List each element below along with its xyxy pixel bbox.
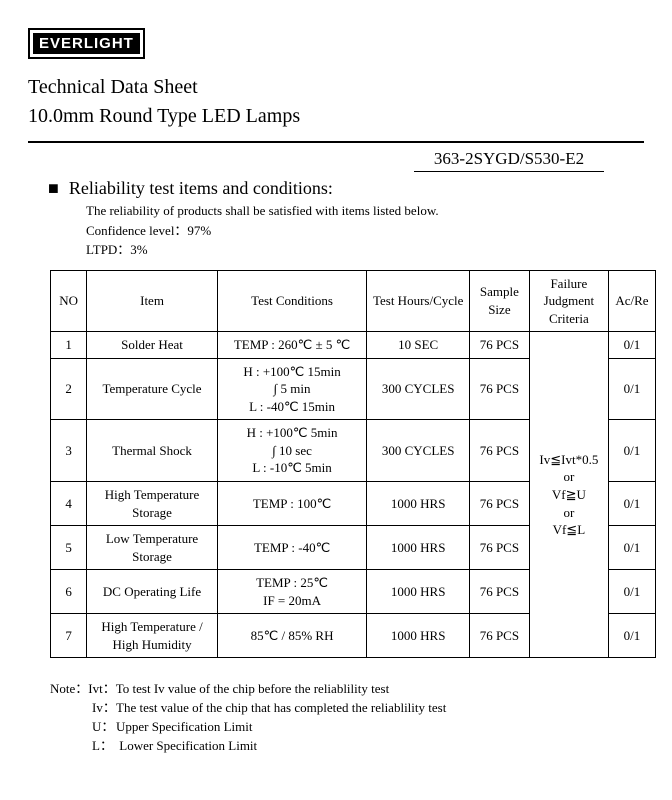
cell-sample: 76 PCS bbox=[469, 570, 529, 614]
cell-cond: TEMP : 260℃ ± 5 ℃ bbox=[217, 332, 367, 359]
cell-no: 7 bbox=[51, 614, 87, 658]
criteria-l3: Vf≧U bbox=[552, 487, 586, 502]
cell-cond: H : +100℃ 5min ∫ 10 sec L : -10℃ 5min bbox=[217, 420, 367, 482]
criteria-l1: Iv≦Ivt*0.5 bbox=[539, 452, 598, 467]
criteria-l2: or bbox=[563, 469, 574, 484]
note-txt-iv: The test value of the chip that has comp… bbox=[116, 700, 446, 715]
cell-hours: 10 SEC bbox=[367, 332, 470, 359]
cell-acre: 0/1 bbox=[608, 526, 655, 570]
cell-item: DC Operating Life bbox=[87, 570, 217, 614]
cell-item: Thermal Shock bbox=[87, 420, 217, 482]
cell-hours: 300 CYCLES bbox=[367, 358, 470, 420]
section-sub3: LTPD：3% bbox=[86, 240, 644, 260]
criteria-l4: or bbox=[563, 505, 574, 520]
cell-sample: 76 PCS bbox=[469, 614, 529, 658]
cell-cond: TEMP : 100℃ bbox=[217, 481, 367, 525]
cell-acre: 0/1 bbox=[608, 481, 655, 525]
cell-sample: 76 PCS bbox=[469, 420, 529, 482]
cell-sample: 76 PCS bbox=[469, 481, 529, 525]
cell-sample: 76 PCS bbox=[469, 358, 529, 420]
cell-no: 2 bbox=[51, 358, 87, 420]
cell-acre: 0/1 bbox=[608, 614, 655, 658]
note-label: Note： bbox=[50, 680, 88, 699]
cell-item: High Temperature / High Humidity bbox=[87, 614, 217, 658]
criteria-l5: Vf≦L bbox=[553, 522, 586, 537]
note-key-ivt: Ivt： bbox=[88, 680, 115, 699]
doc-title-line1: Technical Data Sheet bbox=[28, 73, 644, 102]
section-heading-row: ■ Reliability test items and conditions: bbox=[48, 178, 644, 199]
th-cond: Test Conditions bbox=[217, 270, 367, 332]
cell-cond: 85℃ / 85% RH bbox=[217, 614, 367, 658]
cell-acre: 0/1 bbox=[608, 570, 655, 614]
cell-cond: TEMP : 25℃ IF = 20mA bbox=[217, 570, 367, 614]
note-txt-u: Upper Specification Limit bbox=[116, 719, 252, 734]
cell-cond: TEMP : -40℃ bbox=[217, 526, 367, 570]
cell-sample: 76 PCS bbox=[469, 526, 529, 570]
table-header-row: NO Item Test Conditions Test Hours/Cycle… bbox=[51, 270, 656, 332]
note-key-u: U： bbox=[92, 718, 116, 737]
cell-item: Solder Heat bbox=[87, 332, 217, 359]
note-key-iv: Iv： bbox=[92, 699, 116, 718]
cell-cond: H : +100℃ 15min ∫ 5 min L : -40℃ 15min bbox=[217, 358, 367, 420]
cell-hours: 1000 HRS bbox=[367, 570, 470, 614]
square-bullet-icon: ■ bbox=[48, 179, 59, 197]
cell-failure-criteria: Iv≦Ivt*0.5 or Vf≧U or Vf≦L bbox=[529, 332, 608, 658]
table-row: 1 Solder Heat TEMP : 260℃ ± 5 ℃ 10 SEC 7… bbox=[51, 332, 656, 359]
cell-item: Temperature Cycle bbox=[87, 358, 217, 420]
cell-hours: 1000 HRS bbox=[367, 614, 470, 658]
cell-no: 4 bbox=[51, 481, 87, 525]
cell-hours: 1000 HRS bbox=[367, 481, 470, 525]
cell-no: 3 bbox=[51, 420, 87, 482]
cell-no: 5 bbox=[51, 526, 87, 570]
note-key-l: L： bbox=[92, 737, 116, 756]
th-acre: Ac/Re bbox=[608, 270, 655, 332]
cell-item: Low Temperature Storage bbox=[87, 526, 217, 570]
note-txt-ivt: To test Iv value of the chip before the … bbox=[116, 681, 389, 696]
reliability-table: NO Item Test Conditions Test Hours/Cycle… bbox=[50, 270, 656, 659]
cell-hours: 300 CYCLES bbox=[367, 420, 470, 482]
note-txt-l: Lower Specification Limit bbox=[116, 738, 257, 753]
section-sub2: Confidence level：97% bbox=[86, 221, 644, 241]
th-hours: Test Hours/Cycle bbox=[367, 270, 470, 332]
doc-title-line2: 10.0mm Round Type LED Lamps bbox=[28, 102, 644, 131]
cell-no: 1 bbox=[51, 332, 87, 359]
cell-acre: 0/1 bbox=[608, 332, 655, 359]
cell-item: High Temperature Storage bbox=[87, 481, 217, 525]
note-block: Note： Ivt：To test Iv value of the chip b… bbox=[50, 680, 644, 755]
th-failure: Failure Judgment Criteria bbox=[529, 270, 608, 332]
cell-no: 6 bbox=[51, 570, 87, 614]
cell-sample: 76 PCS bbox=[469, 332, 529, 359]
brand-logo-text: EVERLIGHT bbox=[33, 33, 140, 54]
cell-hours: 1000 HRS bbox=[367, 526, 470, 570]
part-number-row: 363-2SYGD/S530-E2 bbox=[28, 149, 644, 172]
brand-logo: EVERLIGHT bbox=[28, 28, 145, 59]
cell-acre: 0/1 bbox=[608, 420, 655, 482]
th-sample: Sample Size bbox=[469, 270, 529, 332]
section-heading: Reliability test items and conditions: bbox=[69, 178, 333, 199]
section-sub1: The reliability of products shall be sat… bbox=[86, 201, 644, 221]
part-number: 363-2SYGD/S530-E2 bbox=[414, 149, 604, 172]
title-divider bbox=[28, 141, 644, 143]
th-item: Item bbox=[87, 270, 217, 332]
th-no: NO bbox=[51, 270, 87, 332]
cell-acre: 0/1 bbox=[608, 358, 655, 420]
